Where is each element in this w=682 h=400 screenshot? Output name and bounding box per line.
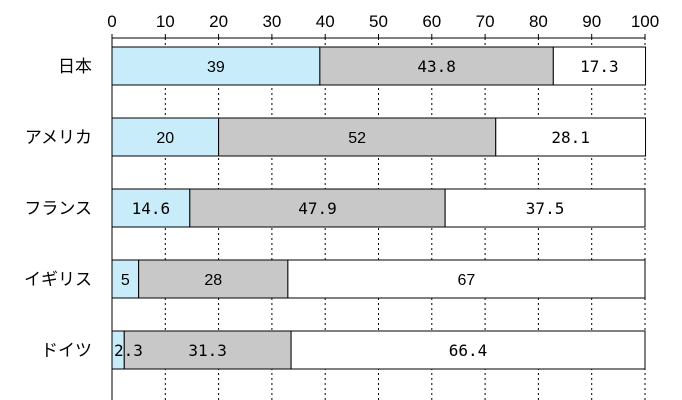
bar-segment bbox=[111, 259, 140, 299]
x-axis-tick-labels: 0 10 20 30 40 50 60 70 80 90 100 bbox=[107, 12, 659, 400]
x-tick-label: 50 bbox=[369, 12, 388, 31]
data-label: 5 bbox=[121, 272, 130, 289]
x-tick-label: 80 bbox=[529, 12, 548, 31]
data-labels: 39 43.8 17.3 20 52 28.1 14.6 47.9 37.5 5 28 67 2.3 31… bbox=[114, 57, 619, 360]
bar-segment bbox=[287, 259, 646, 299]
x-tick-label: 90 bbox=[582, 12, 601, 31]
bar-segment bbox=[138, 259, 289, 299]
data-label: 67 bbox=[458, 272, 476, 289]
data-label: 14.6 bbox=[132, 199, 171, 218]
bar-segment bbox=[552, 46, 647, 86]
data-label: 28.1 bbox=[551, 128, 590, 147]
bar-segment bbox=[111, 117, 220, 157]
data-label: 47.9 bbox=[298, 199, 337, 218]
data-label: 43.8 bbox=[417, 57, 456, 76]
x-tick-label: 70 bbox=[476, 12, 495, 31]
category-label: アメリカ bbox=[25, 128, 92, 148]
bar-segment bbox=[495, 117, 647, 157]
data-label: 39 bbox=[207, 59, 225, 76]
category-label: 日本 bbox=[58, 57, 92, 77]
category-label: イギリス bbox=[24, 270, 92, 290]
bar-segment bbox=[218, 117, 497, 157]
bars bbox=[111, 46, 647, 370]
x-tick-label: 10 bbox=[156, 12, 175, 31]
bar-segment bbox=[319, 46, 554, 86]
bar-segment bbox=[123, 330, 292, 370]
bar-segment bbox=[290, 330, 646, 370]
data-label: 52 bbox=[348, 130, 366, 147]
x-tick-label: 60 bbox=[422, 12, 441, 31]
bar-segment bbox=[189, 188, 446, 228]
x-tick-label: 100 bbox=[631, 12, 659, 31]
category-label: フランス bbox=[24, 199, 92, 219]
bar-segment bbox=[111, 188, 191, 228]
bar-segment bbox=[444, 188, 646, 228]
data-label: 28 bbox=[204, 272, 222, 289]
x-tick-label: 0 bbox=[107, 12, 116, 31]
data-label: 37.5 bbox=[526, 199, 565, 218]
x-tick-label: 30 bbox=[262, 12, 281, 31]
x-tick-label: 20 bbox=[209, 12, 228, 31]
bar-segment bbox=[111, 46, 321, 86]
category-label: ドイツ bbox=[41, 341, 92, 361]
x-tick-label: 40 bbox=[316, 12, 335, 31]
data-label: 20 bbox=[156, 130, 174, 147]
data-label: 17.3 bbox=[580, 57, 619, 76]
data-label: 66.4 bbox=[449, 341, 488, 360]
data-label: 2.3 bbox=[114, 341, 143, 360]
data-label: 31.3 bbox=[188, 341, 227, 360]
